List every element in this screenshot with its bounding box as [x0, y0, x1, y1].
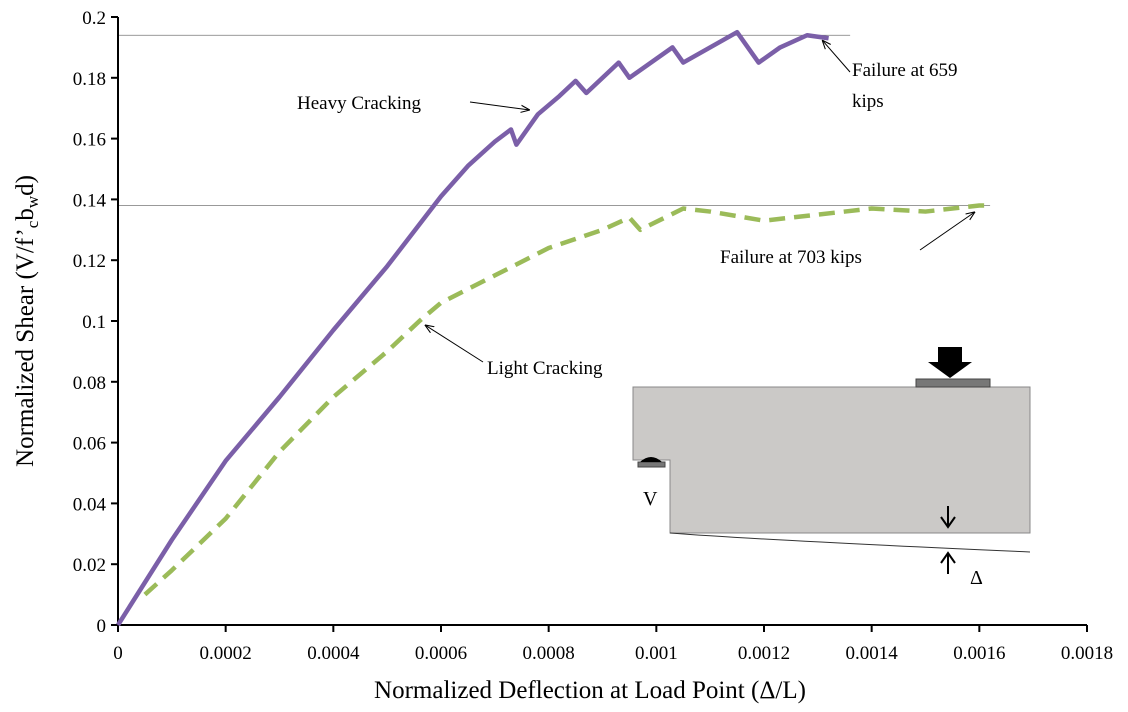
- subscript: w: [23, 195, 42, 208]
- beam-inset: V Δ: [632, 347, 1031, 589]
- x-axis-label: Normalized Deflection at Load Point (Δ/L…: [374, 677, 806, 704]
- x-tick-label: 0.0016: [953, 643, 1005, 664]
- annotation-arrow: [425, 325, 484, 363]
- label-part: b: [12, 208, 39, 221]
- y-tick-label: 0.14: [73, 190, 107, 211]
- label-part: Normalized Shear (V/f’: [12, 228, 39, 467]
- y-tick-label: 0.2: [82, 8, 106, 29]
- y-tick-label: 0.04: [73, 494, 107, 515]
- label-part: d): [12, 175, 39, 196]
- annotation: Failure at 703 kips: [720, 247, 862, 268]
- y-tick-label: 0.12: [73, 251, 106, 272]
- x-tick-label: 0.001: [635, 643, 678, 664]
- x-tick-label: 0.0006: [415, 643, 467, 664]
- annotation: kips: [852, 91, 884, 112]
- x-tick-label: 0: [113, 643, 123, 664]
- annotation: Light Cracking: [487, 358, 603, 379]
- annotation-arrow: [822, 40, 851, 73]
- series-line: [116, 29, 829, 627]
- y-tick-label: 0.18: [73, 69, 106, 90]
- annotation-arrow: [469, 101, 530, 110]
- annotation: Heavy Cracking: [297, 93, 421, 114]
- x-tick-label: 0.0004: [307, 643, 360, 664]
- x-tick-label: 0.0012: [738, 643, 790, 664]
- y-tick-label: 0: [97, 616, 107, 637]
- y-tick-label: 0.02: [73, 555, 106, 576]
- y-tick-label: 0.08: [73, 373, 106, 394]
- x-tick-label: 0.0002: [200, 643, 252, 664]
- annotation-arrow: [919, 212, 975, 251]
- series-line: [143, 203, 991, 597]
- y-tick-label: 0.06: [73, 434, 106, 455]
- inset-label: V: [643, 488, 658, 510]
- annotation: Failure at 659: [852, 60, 958, 81]
- y-tick-label: 0.1: [82, 312, 106, 333]
- x-tick-label: 0.0018: [1061, 643, 1113, 664]
- inset-label: Δ: [970, 567, 983, 589]
- x-tick-label: 0.0008: [523, 643, 575, 664]
- y-axis-label: Normalized Shear (V/f’cbwd): [12, 175, 42, 467]
- y-tick-label: 0.16: [73, 130, 106, 151]
- subscript: c: [23, 220, 42, 228]
- x-tick-label: 0.0014: [846, 643, 899, 664]
